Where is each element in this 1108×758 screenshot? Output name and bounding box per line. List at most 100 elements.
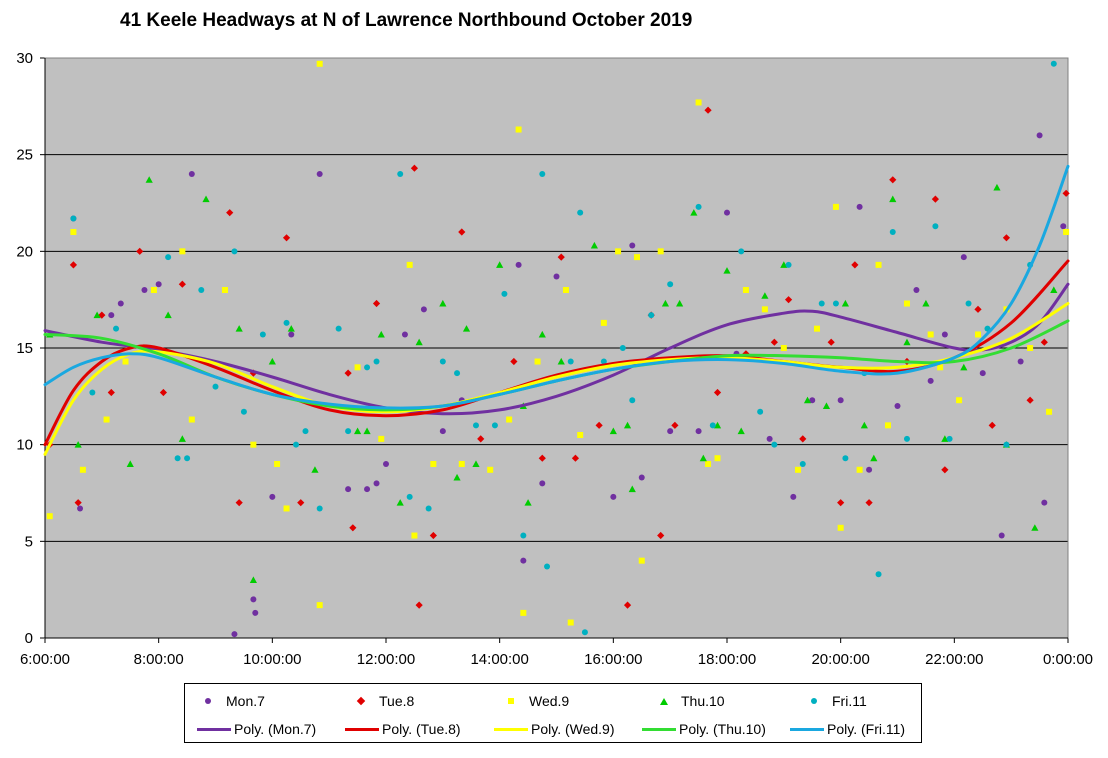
x-tick-label: 6:00:00 [20, 651, 70, 668]
point-mon7 [667, 428, 674, 435]
point-thu10 [723, 267, 731, 274]
point-wed9 [378, 435, 385, 442]
point-tue8 [458, 228, 466, 236]
legend-label-tue8: Tue.8 [379, 693, 415, 709]
point-fri11 [771, 441, 778, 448]
point-wed9 [274, 461, 281, 467]
point-thu10 [74, 441, 82, 448]
point-thu10 [860, 421, 868, 429]
point-mon7 [188, 171, 195, 177]
legend-item-wed9: Wed.9 [488, 687, 569, 715]
point-tue8 [837, 499, 845, 507]
point-wed9 [103, 416, 110, 423]
legend-item-poly-thu10: Poly. (Thu.10) [630, 715, 766, 743]
point-tue8 [178, 280, 186, 288]
point-tue8 [1062, 189, 1070, 197]
point-mon7 [960, 254, 967, 261]
point-fri11 [345, 428, 352, 435]
point-fri11 [198, 287, 205, 293]
point-thu10 [590, 241, 598, 249]
legend-line-poly-tue8 [345, 727, 379, 731]
point-tue8 [538, 454, 546, 462]
point-mon7 [979, 370, 986, 377]
point-wed9 [875, 261, 882, 268]
point-thu10 [661, 299, 670, 307]
point-tue8 [235, 499, 243, 507]
point-mon7 [927, 377, 934, 384]
point-thu10 [780, 261, 788, 268]
point-tue8 [784, 296, 793, 304]
point-thu10 [822, 402, 831, 409]
point-tue8 [226, 209, 234, 217]
point-fri11 [600, 358, 607, 365]
point-wed9 [122, 358, 129, 365]
point-wed9 [634, 254, 641, 261]
y-tick-label: 30 [16, 50, 33, 67]
point-mon7 [155, 281, 162, 288]
point-fri11 [316, 505, 323, 512]
legend-label-fri11: Fri.11 [832, 693, 867, 709]
point-tue8 [349, 524, 357, 532]
point-fri11 [397, 171, 404, 177]
point-fri11 [577, 209, 584, 216]
point-thu10 [235, 325, 243, 332]
legend-line-poly-mon7 [197, 727, 231, 731]
point-tue8 [657, 531, 665, 540]
point-wed9 [657, 248, 664, 255]
point-tue8 [136, 247, 144, 255]
x-tick-label: 0:00:00 [1043, 651, 1093, 668]
legend: Mon.7 Tue.8 Wed.9 Thu.10 Fri.11 Poly. (M… [184, 683, 922, 743]
legend-line-poly-wed9 [494, 727, 528, 731]
point-thu10 [676, 299, 684, 307]
point-mon7 [913, 287, 920, 293]
point-thu10 [126, 460, 134, 467]
legend-label-mon7: Mon.7 [226, 693, 265, 709]
point-wed9 [903, 300, 910, 307]
point-tue8 [107, 388, 115, 397]
point-tue8 [889, 176, 897, 184]
x-tick-label: 16:00:00 [584, 651, 642, 668]
point-thu10 [713, 421, 722, 429]
legend-label-thu10: Thu.10 [681, 693, 725, 709]
point-mon7 [553, 273, 560, 280]
point-thu10 [690, 209, 698, 216]
x-tick-label: 10:00:00 [243, 651, 301, 668]
point-tue8 [988, 421, 996, 429]
point-fri11 [293, 441, 300, 448]
point-tue8 [827, 338, 835, 346]
point-fri11 [875, 571, 882, 578]
point-mon7 [439, 428, 446, 435]
point-thu10 [439, 299, 447, 307]
point-thu10 [268, 357, 276, 365]
point-tue8 [671, 421, 679, 429]
point-wed9 [354, 364, 361, 371]
point-thu10 [93, 311, 101, 319]
point-fri11 [472, 422, 479, 429]
legend-label-poly-fri11: Poly. (Fri.11) [827, 721, 906, 737]
y-tick-label: 5 [25, 533, 33, 550]
point-thu10 [737, 427, 745, 435]
point-tue8 [865, 499, 873, 507]
chart-plot: 0 5 10 15 20 25 30 6:00:00 8:00:00 10:00:00 12:00:… [16, 50, 1093, 668]
point-wed9 [927, 331, 934, 338]
point-thu10 [993, 183, 1001, 191]
point-wed9 [458, 461, 465, 467]
point-fri11 [544, 563, 551, 570]
point-wed9 [188, 416, 195, 423]
point-mon7 [1041, 499, 1048, 506]
point-tue8 [69, 261, 78, 269]
point-wed9 [562, 287, 569, 293]
point-thu10 [628, 485, 636, 493]
legend-label-poly-wed9: Poly. (Wed.9) [531, 721, 615, 737]
legend-marker-thu10 [660, 697, 668, 705]
point-thu10 [287, 325, 295, 332]
point-fri11 [259, 331, 266, 338]
point-wed9 [577, 432, 584, 438]
point-fri11 [113, 325, 120, 332]
y-tick-label: 15 [16, 340, 33, 357]
tick-labels: 0 5 10 15 20 25 30 6:00:00 8:00:00 10:00:00 12:00:… [16, 50, 1093, 668]
legend-line-poly-fri11 [790, 727, 824, 731]
point-thu10 [462, 325, 471, 332]
point-tue8 [510, 357, 518, 366]
point-mon7 [1017, 358, 1024, 365]
